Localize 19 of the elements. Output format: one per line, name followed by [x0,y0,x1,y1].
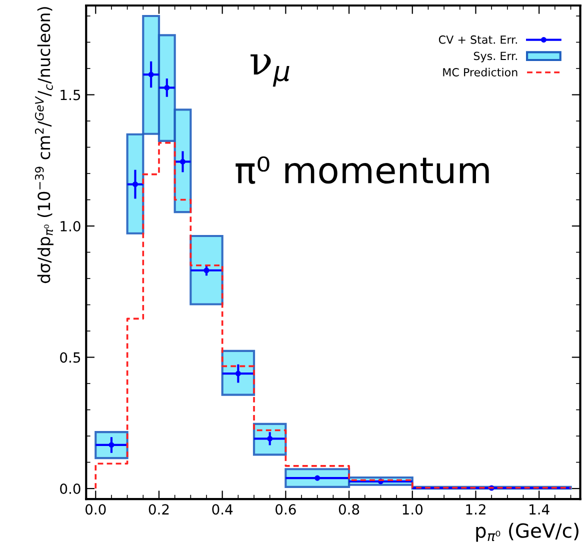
y-tick-label: 0.5 [60,352,80,363]
y-tick-label: 0.0 [60,484,80,494]
y-tick-label: 1.0 [60,220,80,232]
x-tick-label: 0.6 [276,504,296,515]
x-tick-label: 0.2 [148,504,169,515]
y-tick-label: 1.5 [60,90,80,100]
legend-label: Sys. Err. [474,52,517,62]
x-tick-label: 1.0 [402,504,423,515]
x-axis-title: p$_{π⁰}$ (GeV/c) [476,522,578,542]
x-tick-label: 1.4 [530,504,550,514]
x-tick-label: 0.8 [338,504,360,515]
x-tick-label: 1.2 [466,504,486,514]
x-tick-label: 0.0 [86,504,106,515]
legend-label: MC Prediction [443,68,518,76]
text: dσ/dp$_{π⁰}$ (10$^{−39}$ cm$^{2}$/$^{GeV}$/$_{c}$/nucleon) [34,7,54,284]
annotation: π⁰ momentum [236,156,489,184]
legend-label: CV + Stat. Err. [438,35,517,44]
x-tick-label: 0.4 [212,504,233,515]
annotation: ν$_{μ}$ [250,54,290,87]
